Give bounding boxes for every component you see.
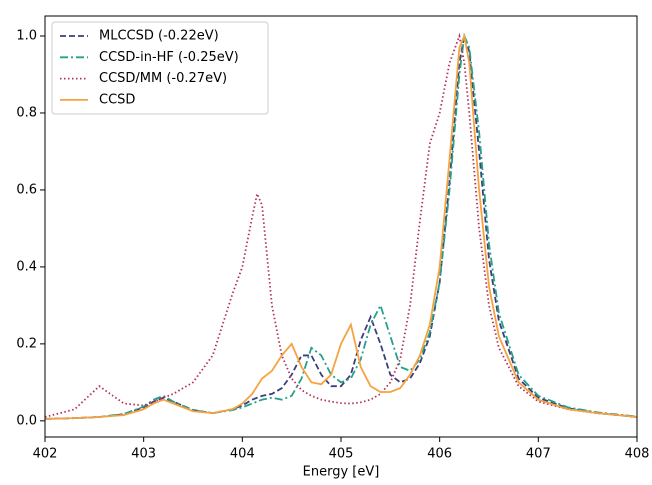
legend-label: CCSD xyxy=(99,92,135,107)
x-tick-label: 408 xyxy=(625,447,650,462)
x-tick-label: 405 xyxy=(329,447,354,462)
legend-label: CCSD/MM (-0.27eV) xyxy=(99,71,227,86)
x-tick-label: 406 xyxy=(427,447,452,462)
x-tick-label: 404 xyxy=(230,447,255,462)
legend-label: CCSD-in-HF (-0.25eV) xyxy=(99,50,239,65)
series-line xyxy=(44,32,638,420)
y-tick-label: 0.8 xyxy=(16,105,37,120)
y-tick-label: 0.0 xyxy=(16,413,37,428)
series-line xyxy=(44,35,638,420)
x-axis-label: Energy [eV] xyxy=(303,465,380,480)
y-tick-label: 0.6 xyxy=(16,182,37,197)
x-tick-label: 407 xyxy=(526,447,551,462)
x-tick-label: 403 xyxy=(131,447,156,462)
y-tick-label: 0.4 xyxy=(16,259,37,274)
plot-frame xyxy=(44,15,638,438)
legend-box xyxy=(51,21,269,115)
series-line xyxy=(44,32,638,418)
y-tick-label: 1.0 xyxy=(16,29,37,44)
x-tick-label: 402 xyxy=(33,447,58,462)
legend-label: MLCCSD (-0.22eV) xyxy=(99,29,219,44)
y-tick-label: 0.2 xyxy=(16,336,37,351)
series-line xyxy=(44,32,638,420)
